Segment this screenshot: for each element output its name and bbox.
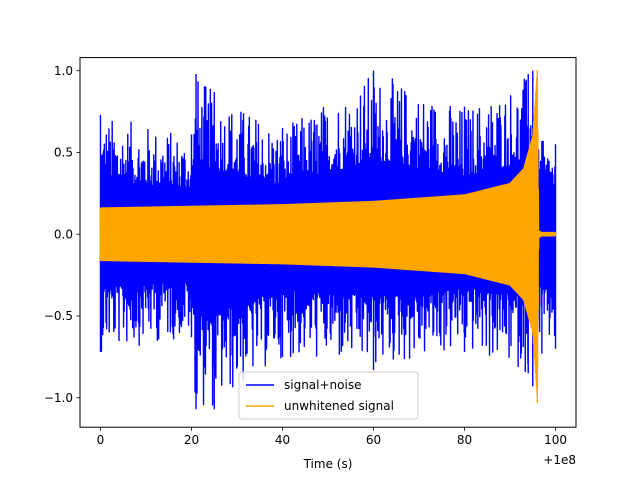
legend: signal+noise unwhitened signal	[238, 371, 419, 420]
y-tick-label: 1.0	[54, 64, 73, 78]
x-tick-label: 80	[457, 433, 472, 447]
x-tick-label: 100	[544, 433, 567, 447]
legend-box	[238, 371, 419, 420]
legend-label: signal+noise	[284, 378, 361, 392]
y-tick-label: −0.5	[44, 309, 73, 323]
legend-label: unwhitened signal	[284, 399, 394, 413]
y-axis-ticks: 1.0 0.5 0.0 −0.5 −1.0	[44, 64, 80, 405]
y-tick-label: 0.0	[54, 227, 73, 241]
axes-frame	[79, 57, 577, 428]
x-tick-label: 0	[97, 433, 105, 447]
x-axis-ticks: 0 20 40 60 80 100	[97, 427, 567, 447]
x-axis-offset-label: +1e8	[543, 453, 576, 467]
x-tick-label: 20	[184, 433, 199, 447]
y-tick-label: −1.0	[44, 391, 73, 405]
x-axis-label: Time (s)	[303, 457, 353, 471]
series-unwhitened-signal-line	[99, 69, 557, 403]
plot-area	[99, 69, 557, 410]
y-tick-label: 0.5	[54, 146, 73, 160]
x-tick-label: 60	[366, 433, 381, 447]
x-tick-label: 40	[275, 433, 290, 447]
